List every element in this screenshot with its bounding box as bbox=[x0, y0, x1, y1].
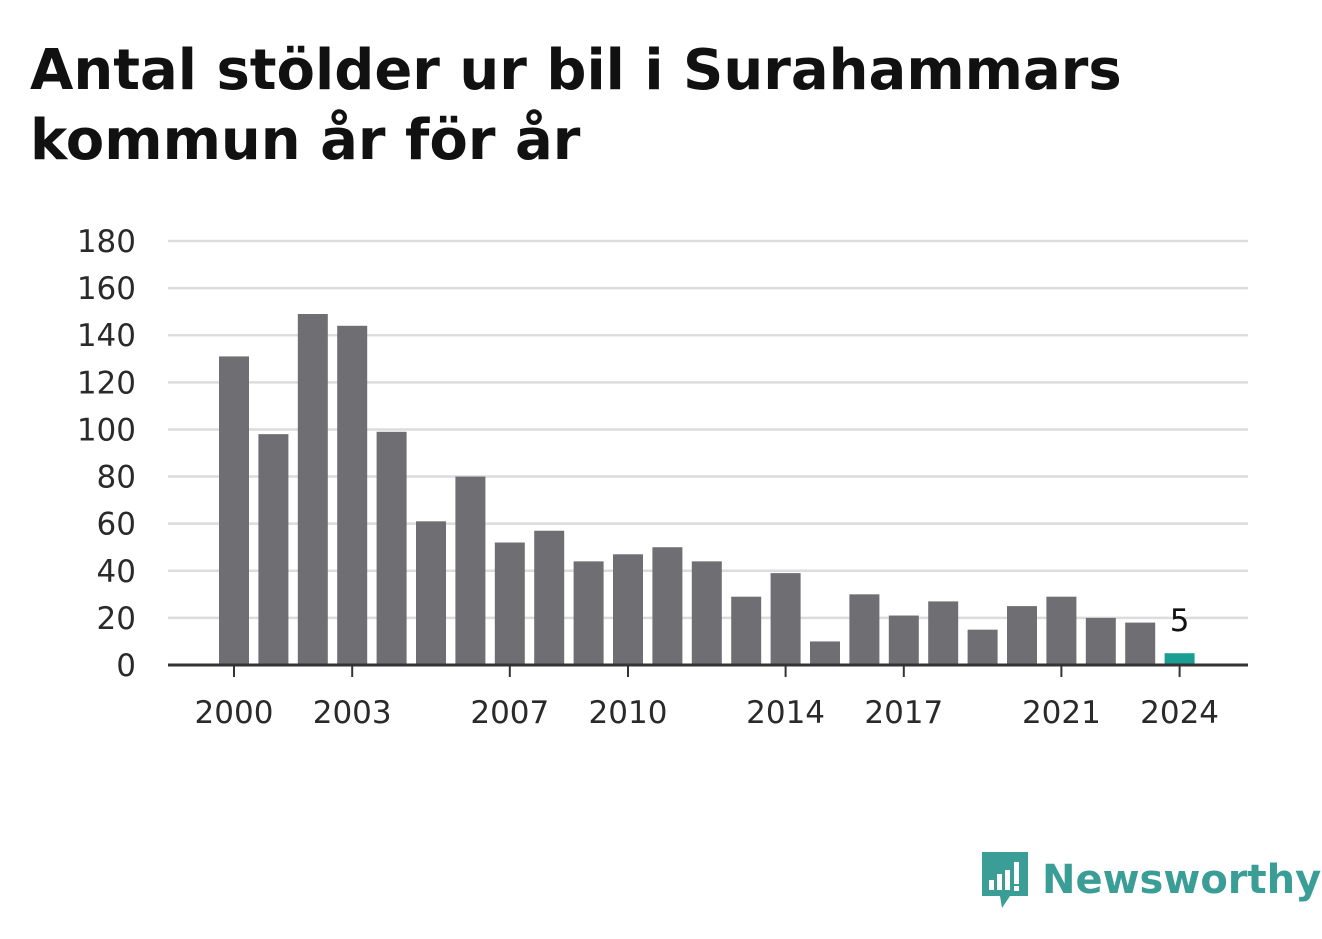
bar bbox=[455, 476, 486, 665]
y-tick-label: 180 bbox=[77, 224, 136, 260]
y-tick-label: 140 bbox=[77, 318, 136, 354]
x-tick-label: 2017 bbox=[864, 695, 943, 731]
x-tick-label: 2007 bbox=[470, 695, 549, 731]
bar bbox=[888, 615, 919, 665]
y-tick-label: 160 bbox=[77, 271, 136, 307]
y-tick-label: 0 bbox=[116, 648, 136, 684]
bar-chart: 0 20 40 60 80 100 120 140 160 180 2000 2003 2007 2010… bbox=[77, 224, 1248, 731]
y-tick-label: 60 bbox=[97, 507, 136, 543]
bar bbox=[1085, 617, 1116, 665]
bar bbox=[494, 542, 525, 665]
x-tick-label: 2000 bbox=[195, 695, 274, 731]
bar bbox=[376, 431, 407, 665]
y-tick-label: 40 bbox=[97, 554, 136, 590]
bar bbox=[810, 641, 840, 665]
x-tick-label: 2021 bbox=[1022, 695, 1101, 731]
bar bbox=[258, 434, 289, 665]
value-label: 5 bbox=[1170, 603, 1190, 639]
bar bbox=[219, 356, 249, 665]
bar bbox=[849, 594, 880, 665]
y-tick-label: 120 bbox=[77, 365, 136, 401]
y-tick-label: 100 bbox=[77, 412, 136, 448]
x-tick-label: 2024 bbox=[1140, 695, 1219, 731]
y-tick-label: 20 bbox=[97, 601, 136, 637]
brand-name: Newsworthy bbox=[1042, 857, 1322, 903]
bar bbox=[1046, 596, 1077, 665]
bar bbox=[770, 573, 801, 665]
bar bbox=[337, 325, 368, 665]
newsworthy-logo-icon bbox=[982, 852, 1028, 908]
bar bbox=[1007, 606, 1037, 665]
bar bbox=[928, 601, 959, 665]
bar bbox=[416, 521, 446, 665]
bar bbox=[534, 530, 565, 665]
chart-title: Antal stölder ur bil i Surahammars kommu… bbox=[30, 38, 1122, 173]
bar bbox=[1164, 653, 1195, 665]
bar bbox=[652, 547, 683, 665]
bar bbox=[297, 314, 328, 665]
x-tick-label: 2003 bbox=[313, 695, 392, 731]
bar bbox=[731, 596, 762, 665]
brand-logo: Newsworthy bbox=[980, 850, 1321, 910]
bar bbox=[613, 554, 643, 665]
bar bbox=[691, 561, 722, 665]
bar bbox=[573, 561, 604, 665]
y-tick-label: 80 bbox=[97, 460, 136, 496]
x-tick-label: 2010 bbox=[589, 695, 668, 731]
bar bbox=[1125, 622, 1156, 665]
x-tick-label: 2014 bbox=[746, 695, 825, 731]
bar bbox=[967, 629, 998, 665]
